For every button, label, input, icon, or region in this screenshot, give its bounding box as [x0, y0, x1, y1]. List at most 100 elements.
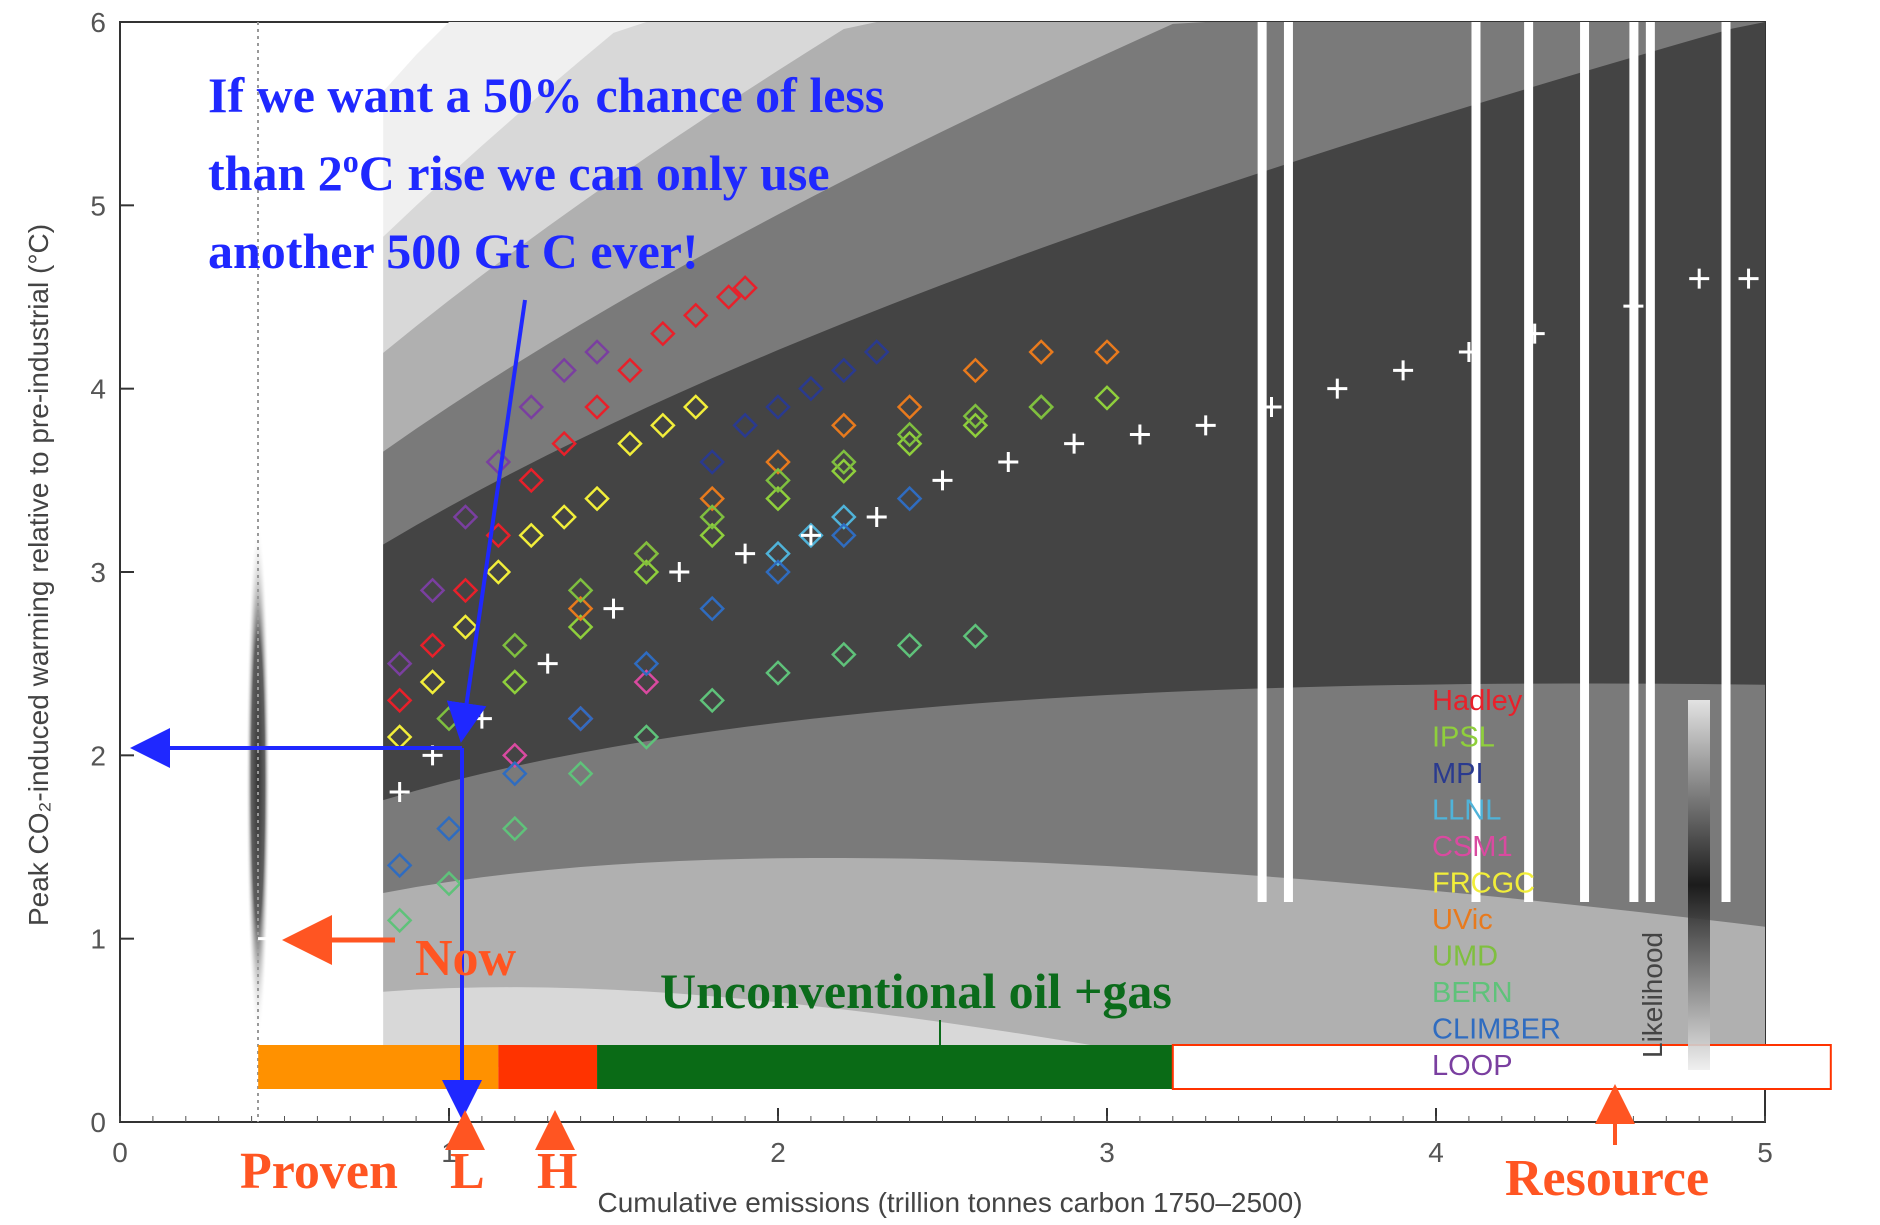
legend-llnl: LLNL: [1432, 795, 1501, 827]
point-hadley-5: [551, 430, 577, 457]
point-bern-6: [765, 660, 791, 686]
point-uvic-7: [1028, 339, 1054, 365]
cross-point-3: [537, 653, 558, 674]
cross-point-6: [735, 543, 756, 564]
point-loop-1: [419, 577, 446, 604]
point-llnl-1: [798, 522, 824, 549]
y-tick-label-3: 3: [90, 557, 106, 588]
y-tick-label-5: 5: [90, 190, 106, 221]
legend-mpi: MPI: [1432, 758, 1484, 790]
cross-point-0: [389, 782, 410, 802]
point-bern-4: [633, 724, 660, 750]
point-csm1-2: [633, 669, 660, 695]
point-loop-4: [518, 394, 545, 420]
point-uvic-5: [896, 394, 923, 420]
legend-uvic: UVic: [1432, 904, 1493, 936]
gap-0: [1257, 22, 1267, 902]
likelihood-bar: [1688, 700, 1710, 1070]
low-label: L: [450, 1143, 485, 1200]
point-llnl-0: [765, 540, 791, 567]
range-bar-2: [597, 1045, 1173, 1089]
point-ipsl-3: [699, 522, 725, 549]
point-hadley-0: [386, 687, 413, 714]
point-ipsl-2: [633, 559, 660, 585]
gap-7: [1721, 22, 1731, 902]
point-csm1-0: [502, 742, 528, 769]
cross-point-5: [669, 562, 690, 582]
point-umd-8: [962, 403, 989, 429]
point-hadley-7: [617, 357, 643, 384]
cross-point-19: [1623, 296, 1644, 317]
point-hadley-11: [732, 275, 758, 301]
point-uvic-8: [1094, 339, 1120, 365]
cross-point-21: [1738, 268, 1759, 289]
point-hadley-6: [584, 394, 610, 420]
y-tick-label-4: 4: [90, 374, 106, 405]
point-frcgc-3: [485, 559, 512, 585]
cross-point-17: [1458, 342, 1479, 362]
range-bar-3: [1171, 1044, 1832, 1090]
point-frcgc-8: [650, 412, 676, 439]
x-tick-label-2: 2: [770, 1137, 786, 1168]
point-umd-2: [567, 577, 594, 604]
legend-loop: LOOP: [1432, 1050, 1513, 1082]
cross-point-16: [1393, 360, 1414, 381]
x-tick-label-4: 4: [1428, 1137, 1444, 1168]
headline-line-2a: than 2: [208, 145, 343, 201]
y-axis-ticks: 0 1 2 3 4 5 6: [90, 7, 134, 1138]
point-bern-3: [567, 760, 594, 787]
cross-point-8: [866, 507, 887, 527]
likelihood-shading: [383, 22, 1766, 1067]
cross-point-15: [1327, 378, 1348, 399]
headline-line-2: than 2oC rise we can only use: [208, 143, 830, 201]
point-ipsl-4: [765, 485, 791, 512]
point-bern-5: [699, 687, 725, 714]
point-hadley-10: [715, 284, 742, 310]
shade-band-4: [383, 22, 1766, 801]
high-label: H: [537, 1143, 577, 1200]
legend: Hadley IPSL MPI LLNL CSM1 FRCGC UVic UMD BERN CLI…: [1432, 685, 1561, 1082]
point-climber-0: [386, 852, 413, 879]
point-climber-7: [831, 522, 857, 549]
point-umd-3: [633, 540, 660, 567]
cross-point-14: [1261, 397, 1282, 417]
point-bern-2: [502, 815, 528, 842]
point-ipsl-0: [502, 669, 528, 695]
headline-arrow: [446, 299, 527, 743]
x-axis-title: Cumulative emissions (trillion tonnes ca…: [597, 1187, 1302, 1218]
headline-line-2b: C rise we can only use: [359, 145, 830, 201]
point-uvic-0: [567, 595, 594, 622]
point-hadley-8: [650, 320, 676, 347]
point-frcgc-2: [452, 614, 479, 640]
point-uvic-2: [699, 485, 725, 512]
point-climber-3: [567, 705, 594, 732]
point-loop-2: [452, 504, 479, 530]
point-bern-9: [962, 623, 989, 649]
point-climber-5: [699, 595, 725, 622]
point-ipsl-1: [567, 614, 594, 640]
point-umd-4: [699, 504, 725, 530]
point-mpi-0: [699, 449, 725, 475]
legend-bern: BERN: [1432, 977, 1513, 1009]
legend-climber: CLIMBER: [1432, 1014, 1561, 1046]
legend-hadley: Hadley: [1432, 685, 1523, 717]
cross-point-13: [1195, 415, 1216, 436]
headline-line-3: another 500 Gt C ever!: [208, 223, 699, 279]
gap-2: [1471, 22, 1481, 902]
range-bar-1: [498, 1045, 598, 1089]
point-climber-4: [633, 650, 660, 677]
point-ipsl-9: [1094, 385, 1120, 411]
point-umd-7: [896, 421, 923, 448]
cross-point-7: [800, 525, 821, 546]
cross-point-20: [1689, 268, 1710, 289]
gap-6: [1645, 22, 1655, 902]
point-umd-5: [765, 467, 791, 494]
point-mpi-4: [831, 357, 857, 384]
cross-point-4: [603, 598, 624, 619]
x-tick-label-5: 5: [1757, 1137, 1773, 1168]
cross-point-11: [1064, 433, 1085, 454]
point-bern-7: [831, 641, 857, 668]
legend-umd: UMD: [1432, 941, 1498, 973]
headline-superscript: o: [343, 143, 359, 179]
